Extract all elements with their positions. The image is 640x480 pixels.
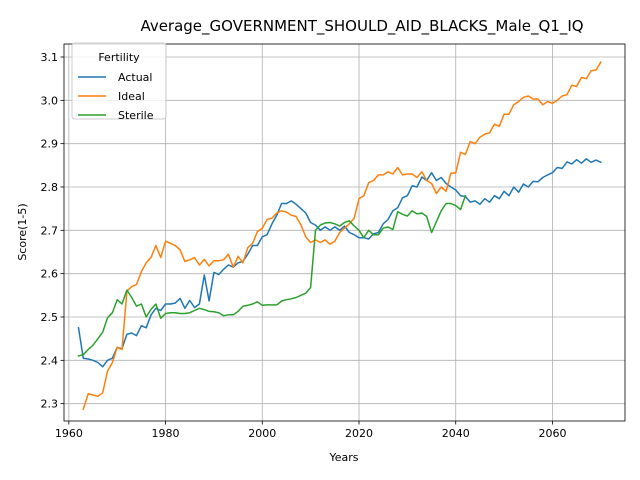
legend-box <box>71 42 167 120</box>
y-tick-label: 3.0 <box>41 94 59 107</box>
x-tick-label: 2000 <box>248 427 276 440</box>
x-axis-label: Years <box>328 451 358 464</box>
y-tick-label: 2.3 <box>41 398 59 411</box>
chart-title: Average_GOVERNMENT_SHOULD_AID_BLACKS_Mal… <box>140 17 583 36</box>
plot-frame <box>63 43 626 422</box>
series-line-ideal <box>82 61 602 411</box>
x-tick-label: 1960 <box>55 427 83 440</box>
grid-lines <box>64 44 625 421</box>
legend-label-sterile: Sterile <box>118 109 154 122</box>
y-tick-label: 2.8 <box>41 181 59 194</box>
y-axis-ticks: 2.3 2.4 2.5 2.6 2.7 2.8 2.9 3.0 3.1 <box>41 51 64 411</box>
legend-label-ideal: Ideal <box>118 90 145 103</box>
y-axis-label: Score(1-5) <box>16 203 29 260</box>
y-tick-label: 2.4 <box>41 354 59 367</box>
y-tick-label: 2.6 <box>41 268 59 281</box>
x-tick-label: 2060 <box>538 427 566 440</box>
y-tick-label: 2.7 <box>41 224 59 237</box>
x-tick-label: 2040 <box>442 427 470 440</box>
series-lines <box>77 61 602 411</box>
legend-title: Fertility <box>98 51 140 64</box>
y-tick-label: 3.1 <box>41 51 59 64</box>
y-tick-label: 2.5 <box>41 311 59 324</box>
legend-entries: Actual Ideal Sterile <box>78 71 154 122</box>
x-tick-label: 2020 <box>345 427 373 440</box>
x-axis-ticks: 1960 1980 2000 2020 2040 2060 <box>55 421 566 440</box>
y-tick-label: 2.9 <box>41 138 59 151</box>
x-tick-label: 1980 <box>152 427 180 440</box>
legend-label-actual: Actual <box>118 71 152 84</box>
series-line-actual <box>77 158 602 368</box>
legend: Fertility Actual Ideal Sterile <box>71 42 167 122</box>
series-line-sterile <box>77 194 467 357</box>
